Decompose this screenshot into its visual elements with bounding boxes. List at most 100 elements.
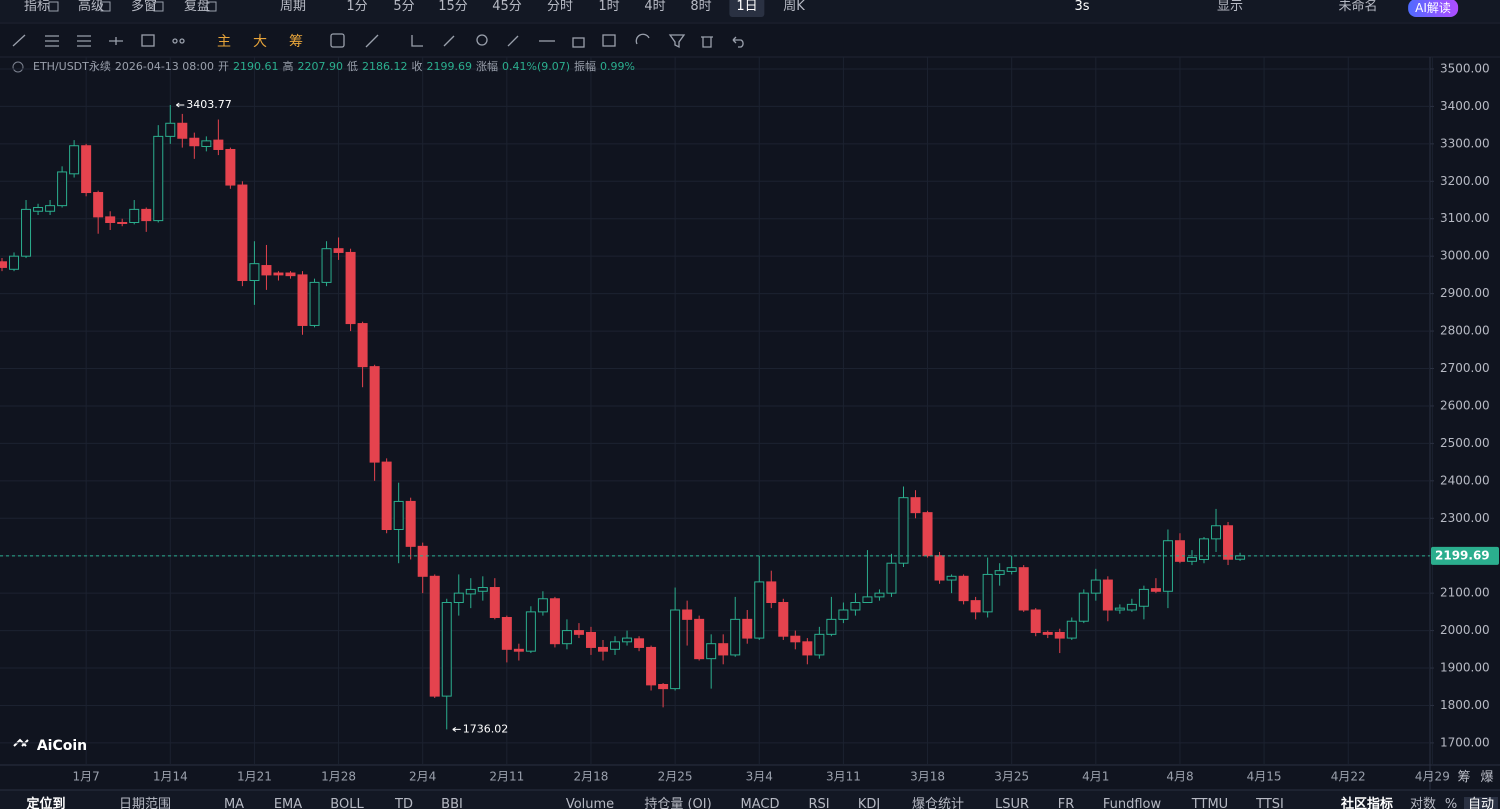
menu-icon (100, 1, 111, 12)
interval-tab[interactable]: 周K (783, 0, 805, 14)
candle-body (694, 618, 705, 660)
candle-body (177, 122, 188, 139)
field-value: 2207.90 (297, 60, 344, 73)
x-tick-label: 3月4 (746, 770, 773, 784)
candle-body (1078, 592, 1089, 622)
interval-tab[interactable]: 1分 (346, 0, 368, 14)
candle-body (1030, 609, 1041, 633)
candle-body (1174, 540, 1185, 562)
menu-item[interactable]: 多窗 (130, 0, 158, 14)
collapse-icon[interactable] (12, 61, 24, 73)
interval-tab[interactable]: 15分 (438, 0, 468, 14)
menu-icon (153, 1, 164, 12)
x-tick-label: 4月8 (1166, 770, 1193, 784)
bottom-tab[interactable]: 持仓量 (OI) (644, 797, 712, 809)
interval-tab[interactable]: 5分 (393, 0, 415, 14)
high-label: 3403.77 (186, 98, 232, 111)
candle-body (886, 562, 897, 594)
bottom-tab[interactable]: TTSI (1256, 797, 1284, 809)
candle-body (1006, 567, 1017, 572)
bottom-tab[interactable]: Fundflow (1102, 797, 1162, 809)
bottom-tab[interactable]: RSI (808, 797, 830, 809)
menu-item[interactable]: 复盘 (183, 0, 211, 14)
bottom-tab[interactable]: MACD (740, 797, 780, 809)
toolbar-item[interactable]: 3s (1074, 0, 1090, 14)
indicator-tool[interactable]: 大 (253, 34, 267, 50)
bottom-tab[interactable]: 社区指标 (1340, 797, 1394, 809)
bottom-tab[interactable]: 爆仓统计 (911, 797, 965, 809)
candle-body (1199, 538, 1209, 560)
bottom-tab[interactable]: % (1444, 797, 1458, 809)
candle-body (513, 648, 524, 652)
candle-body (237, 184, 248, 282)
bottom-tab[interactable]: KDJ (857, 797, 881, 809)
ai-button[interactable]: AI解读 (1408, 0, 1458, 17)
candle-body (285, 272, 296, 277)
field-label: 振幅 (574, 60, 597, 73)
y-tick-label: 1900.00 (1440, 661, 1490, 675)
menu-item[interactable]: 指标 (23, 0, 51, 14)
axis-toggle[interactable]: 筹 (1457, 770, 1471, 785)
interval-tab[interactable]: 8时 (690, 0, 712, 14)
candle-body (357, 323, 368, 368)
y-tick-label: 1700.00 (1440, 735, 1490, 749)
candle-body (1138, 588, 1149, 607)
candle-body (1186, 557, 1197, 562)
candle-body (405, 500, 416, 547)
bottom-tab[interactable]: TD (395, 797, 413, 809)
bottom-tab[interactable]: Volume (565, 797, 615, 809)
candle-body (910, 497, 921, 514)
x-tick-label: 1月21 (237, 770, 272, 784)
time: 2026-04-13 08:00 (114, 60, 214, 73)
interval-tab[interactable]: 45分 (492, 0, 522, 14)
bottom-tab[interactable]: BBI (441, 797, 463, 809)
bottom-tab[interactable]: EMA (273, 797, 303, 809)
candle-body (585, 631, 596, 648)
toolbar-item[interactable]: 未命名 (1338, 0, 1378, 14)
ticker-info: ETH/USDT永续 2026-04-13 08:00 开 2190.61 高 2207.… (33, 59, 639, 75)
bottom-tab[interactable]: 日期范围 (118, 797, 172, 809)
candle-body (826, 618, 837, 635)
candle-body (1042, 631, 1053, 635)
menu-item[interactable]: 高级 (77, 0, 105, 14)
interval-tab[interactable]: 4时 (644, 0, 666, 14)
marker-arrow (452, 727, 461, 732)
bottom-tab[interactable]: MA (223, 797, 245, 809)
candle-body (718, 643, 729, 656)
candle-body (213, 139, 224, 150)
candle-body (742, 618, 753, 639)
bottom-tab[interactable]: 对数 (1409, 797, 1437, 809)
indicator-tool[interactable]: 主 (217, 34, 231, 50)
candle-body (417, 545, 428, 577)
interval-tab[interactable]: 分时 (546, 0, 574, 14)
bottom-tab[interactable]: 定位到 (26, 797, 66, 809)
interval-tab[interactable]: 1日 (729, 0, 765, 17)
candle-body (1018, 567, 1029, 611)
x-tick-label: 1月28 (321, 770, 356, 784)
marker-arrow (176, 102, 185, 108)
axis-toggle[interactable]: 爆 (1480, 770, 1494, 785)
y-tick-label: 2000.00 (1440, 623, 1490, 637)
bottom-toolbar (0, 790, 1500, 809)
bottom-tab[interactable]: 自动 (1463, 797, 1499, 809)
candle-body (105, 216, 116, 223)
x-tick-label: 4月1 (1082, 770, 1109, 784)
candle-body (658, 684, 669, 690)
field-label: 高 (282, 60, 294, 73)
candle-body (850, 602, 861, 611)
bottom-tab[interactable]: BOLL (330, 797, 364, 809)
bottom-tab[interactable]: FR (1057, 797, 1075, 809)
candle-body (1114, 607, 1125, 611)
bottom-tab[interactable]: TTMU (1191, 797, 1229, 809)
candle-body (165, 122, 176, 137)
bottom-tab[interactable]: LSUR (994, 797, 1030, 809)
interval-tab[interactable]: 1时 (598, 0, 620, 14)
candle-body (682, 609, 693, 620)
candle-body (129, 208, 140, 223)
period-menu[interactable]: 周期 (279, 0, 307, 14)
y-tick-label: 2700.00 (1440, 361, 1490, 375)
indicator-tool[interactable]: 筹 (289, 34, 303, 50)
candle-body (1102, 579, 1113, 611)
toolbar-item[interactable]: 显示 (1216, 0, 1244, 14)
